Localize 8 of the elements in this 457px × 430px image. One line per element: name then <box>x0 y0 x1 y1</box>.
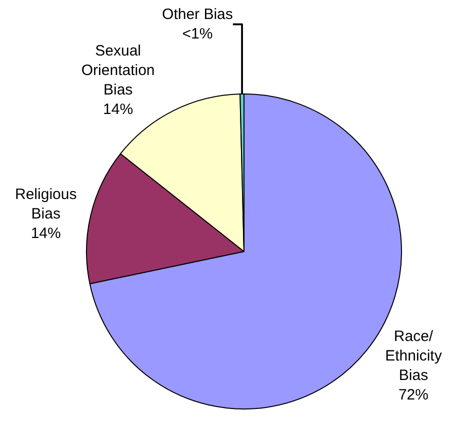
data-label: 14% <box>103 101 134 118</box>
slice-label: Sexual Orientation Bias <box>81 42 155 99</box>
slice-label: Race/ Ethnicity Bias <box>385 328 442 384</box>
data-label: 14% <box>30 224 61 242</box>
slice-label: Other Bias <box>162 6 233 24</box>
slice-label: Religious Bias <box>15 186 77 222</box>
data-label: 72% <box>398 386 428 404</box>
data-label: <1% <box>182 26 213 43</box>
